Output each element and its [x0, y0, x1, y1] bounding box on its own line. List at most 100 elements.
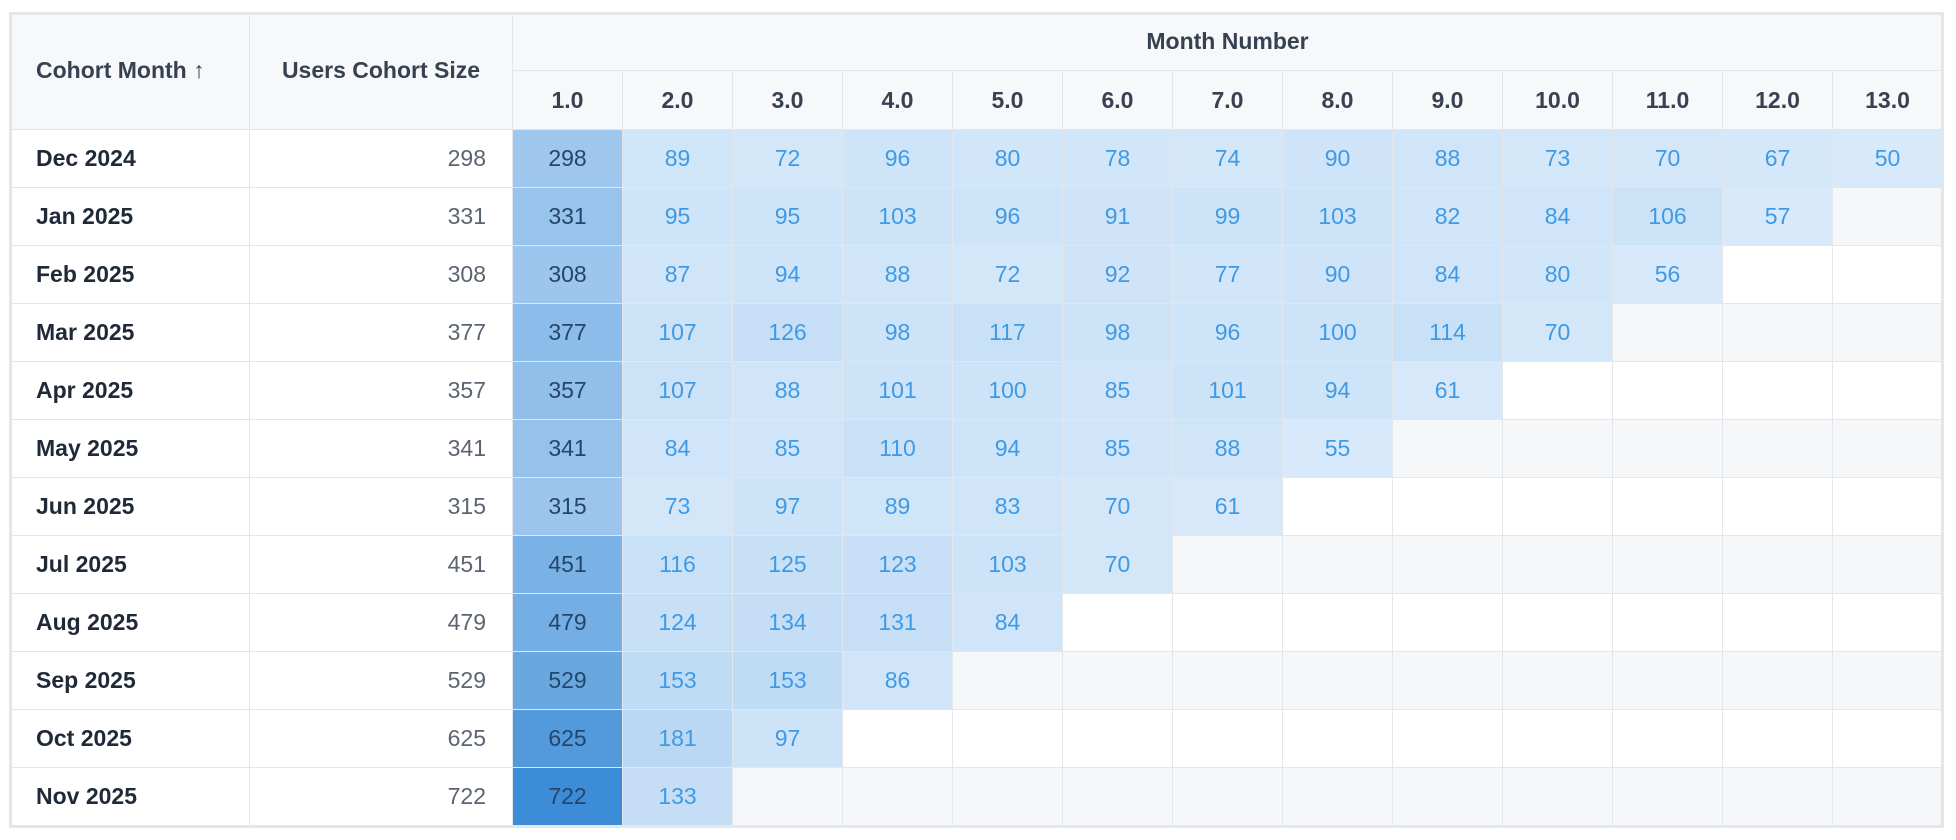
header-month: 1.0 [513, 71, 623, 130]
empty-cell [1283, 768, 1393, 826]
retention-cell-text: 74 [1214, 145, 1241, 171]
cohort-size: 298 [250, 130, 513, 188]
retention-cell-text: 153 [658, 667, 697, 693]
retention-cell-text: 84 [1434, 261, 1461, 287]
retention-cell: 90 [1283, 130, 1393, 188]
retention-cell-text: 123 [878, 551, 917, 577]
header-month: 4.0 [843, 71, 953, 130]
retention-cell: 50 [1833, 130, 1943, 188]
retention-cell-text: 78 [1104, 145, 1131, 171]
retention-cell: 84 [1503, 188, 1613, 246]
retention-cell-text: 84 [664, 435, 691, 461]
empty-cell [1173, 652, 1283, 710]
empty-cell [1833, 536, 1943, 594]
empty-cell [953, 768, 1063, 826]
cohort-size: 308 [250, 246, 513, 304]
empty-cell [1063, 768, 1173, 826]
retention-cell-text: 125 [768, 551, 807, 577]
retention-cell-text: 84 [994, 609, 1021, 635]
retention-cell: 341 [513, 420, 623, 478]
retention-cell: 116 [623, 536, 733, 594]
retention-cell-text: 85 [1104, 377, 1131, 403]
empty-cell [1833, 304, 1943, 362]
retention-cell-text: 87 [664, 261, 691, 287]
retention-cell-text: 106 [1648, 203, 1687, 229]
retention-cell-text: 529 [548, 667, 587, 693]
retention-cell: 80 [953, 130, 1063, 188]
retention-cell: 131 [843, 594, 953, 652]
header-month-text: 7.0 [1211, 86, 1244, 113]
retention-cell: 722 [513, 768, 623, 826]
header-cohort-month[interactable]: Cohort Month ↑ [10, 12, 250, 130]
retention-cell: 479 [513, 594, 623, 652]
cohort-month: May 2025 [10, 420, 250, 478]
retention-cell-text: 57 [1764, 203, 1791, 229]
retention-cell: 96 [953, 188, 1063, 246]
retention-cell: 103 [1283, 188, 1393, 246]
header-month: 7.0 [1173, 71, 1283, 130]
retention-cell-text: 110 [879, 435, 916, 461]
retention-cell: 95 [733, 188, 843, 246]
retention-cell: 70 [1063, 478, 1173, 536]
retention-cell: 88 [843, 246, 953, 304]
cohort-month-text: Sep 2025 [36, 667, 136, 693]
retention-cell-text: 722 [548, 783, 587, 809]
empty-cell [1833, 768, 1943, 826]
retention-cell-text: 114 [1429, 319, 1466, 345]
empty-cell [1283, 536, 1393, 594]
empty-cell [1833, 594, 1943, 652]
retention-cell-text: 96 [1214, 319, 1241, 345]
retention-cell: 88 [1393, 130, 1503, 188]
retention-cell-text: 90 [1324, 261, 1351, 287]
retention-cell-text: 101 [878, 377, 917, 403]
retention-cell: 153 [733, 652, 843, 710]
retention-cell: 451 [513, 536, 623, 594]
header-month-text: 12.0 [1755, 86, 1800, 113]
empty-cell [1723, 536, 1833, 594]
retention-cell: 83 [953, 478, 1063, 536]
retention-cell-text: 298 [548, 145, 587, 171]
retention-cell: 85 [733, 420, 843, 478]
retention-cell: 85 [1063, 420, 1173, 478]
header-month-text: 3.0 [771, 86, 804, 113]
empty-cell [1613, 594, 1723, 652]
retention-cell-text: 88 [1214, 435, 1241, 461]
cohort-size-text: 722 [447, 783, 486, 809]
empty-cell [1833, 188, 1943, 246]
retention-cell: 77 [1173, 246, 1283, 304]
retention-cell-text: 100 [988, 377, 1027, 403]
retention-cell-text: 357 [548, 377, 587, 403]
empty-cell [1833, 652, 1943, 710]
empty-cell [1503, 420, 1613, 478]
header-month-number-text: Month Number [1146, 27, 1309, 54]
retention-cell-text: 77 [1214, 261, 1241, 287]
cohort-month: Apr 2025 [10, 362, 250, 420]
empty-cell [733, 768, 843, 826]
empty-cell [1613, 710, 1723, 768]
cohort-month-text: Feb 2025 [36, 261, 135, 287]
retention-cell-text: 341 [548, 435, 587, 461]
retention-cell-text: 88 [1434, 145, 1461, 171]
header-month-text: 4.0 [881, 86, 914, 113]
retention-cell-text: 181 [658, 725, 697, 751]
retention-cell: 97 [733, 478, 843, 536]
header-cohort-size-text: Users Cohort Size [281, 57, 481, 83]
retention-cell-text: 97 [774, 493, 801, 519]
empty-cell [1173, 536, 1283, 594]
header-cohort-size[interactable]: Users Cohort Size [250, 12, 513, 130]
retention-cell: 99 [1173, 188, 1283, 246]
retention-cell: 84 [623, 420, 733, 478]
retention-cell: 70 [1063, 536, 1173, 594]
retention-cell: 153 [623, 652, 733, 710]
cohort-month-text: Jul 2025 [36, 551, 127, 577]
empty-cell [1173, 594, 1283, 652]
retention-cell: 96 [843, 130, 953, 188]
retention-cell-text: 116 [659, 551, 696, 577]
header-month-text: 2.0 [661, 86, 694, 113]
retention-cell: 86 [843, 652, 953, 710]
empty-cell [1723, 362, 1833, 420]
cohort-size-text: 377 [447, 319, 486, 345]
cohort-size: 479 [250, 594, 513, 652]
retention-cell: 94 [1283, 362, 1393, 420]
retention-cell: 315 [513, 478, 623, 536]
